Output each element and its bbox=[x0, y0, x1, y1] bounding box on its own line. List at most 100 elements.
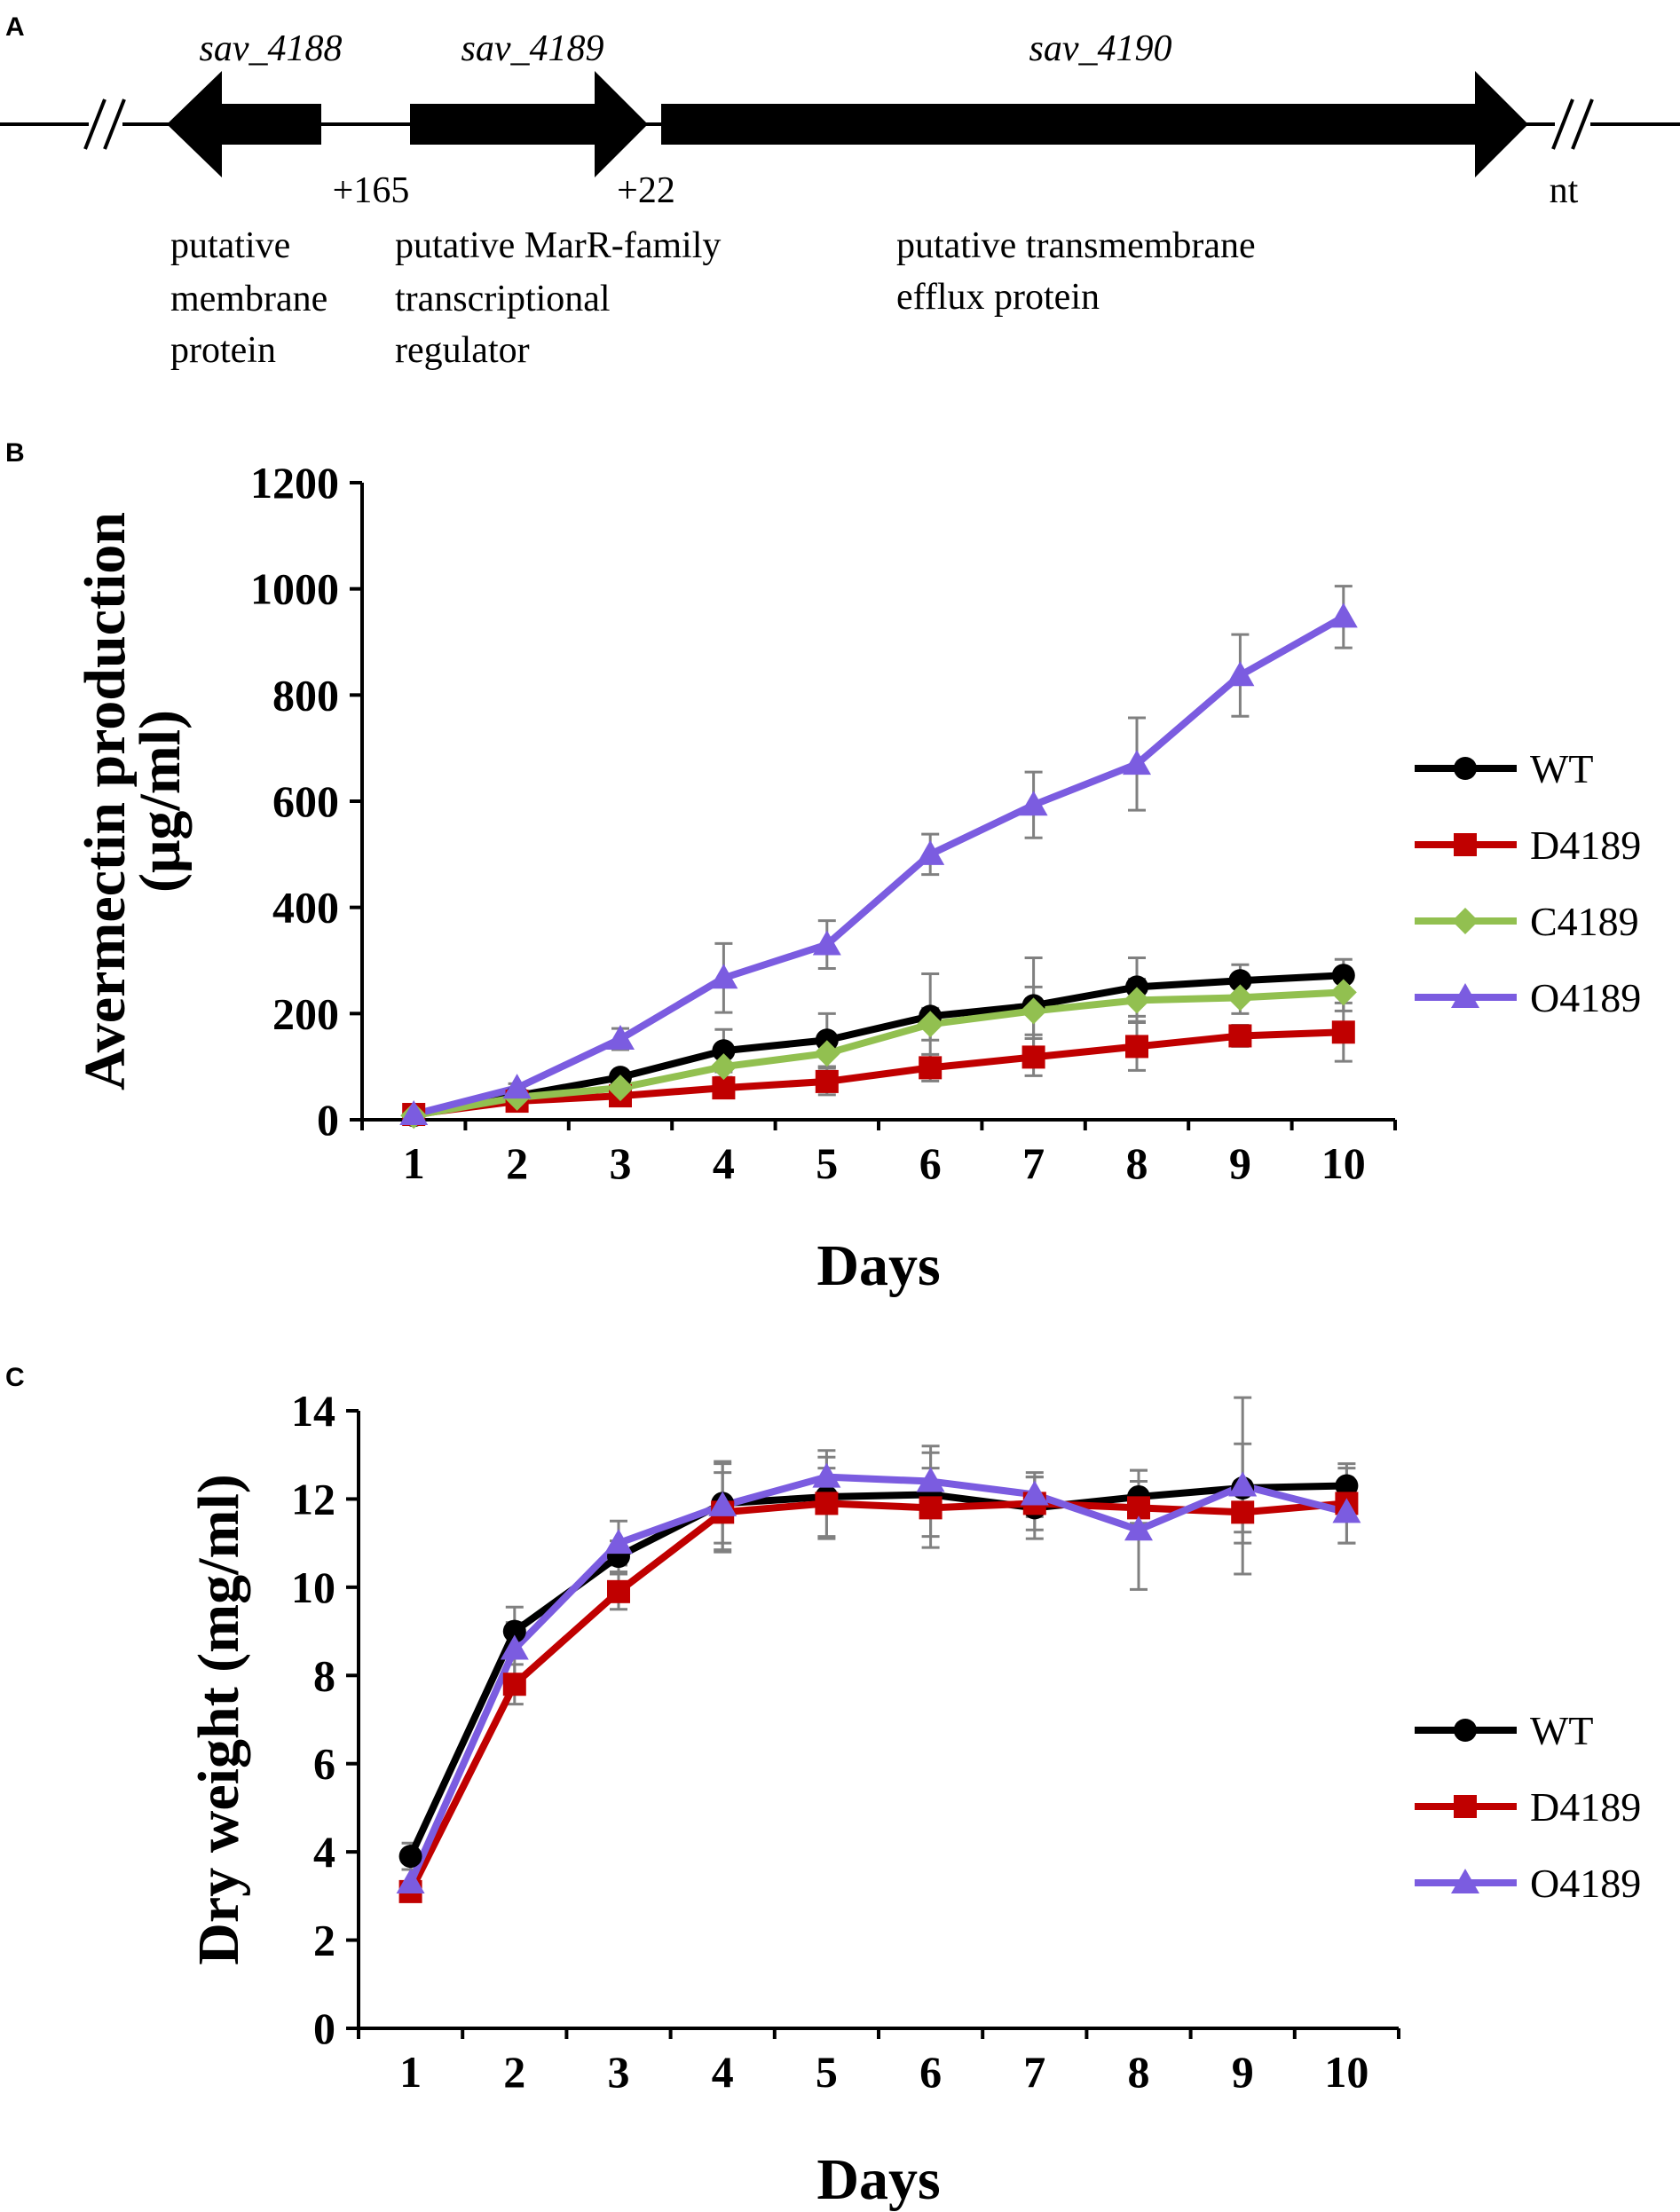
legend-marker-o4189 bbox=[1451, 983, 1479, 1008]
y-tick-label: 600 bbox=[272, 776, 339, 826]
legend-label-wt: WT bbox=[1530, 746, 1594, 791]
y-tick-label: 400 bbox=[272, 883, 339, 933]
data-point-d4189 bbox=[1231, 1500, 1255, 1524]
data-point-o4189 bbox=[604, 1529, 633, 1555]
data-point-o4189 bbox=[1332, 1498, 1361, 1523]
data-point-c4189 bbox=[917, 1011, 944, 1038]
y-axis-title: (μg/ml) bbox=[128, 710, 193, 893]
x-tick-label: 3 bbox=[608, 2047, 630, 2097]
gene-arrow-sav-4189 bbox=[410, 71, 648, 177]
series-line-d4189 bbox=[413, 1028, 1344, 1118]
x-tick-label: 10 bbox=[1324, 2047, 1368, 2097]
data-point-d4189 bbox=[1021, 1045, 1045, 1069]
x-tick-label: 2 bbox=[506, 1138, 528, 1188]
data-point-d4189 bbox=[607, 1579, 630, 1603]
y-tick-label: 1200 bbox=[250, 458, 339, 508]
data-point-o4189 bbox=[396, 1868, 425, 1893]
series-line-d4189 bbox=[407, 1500, 1347, 1893]
y-tick-label: 12 bbox=[291, 1474, 335, 1523]
series-o4189 bbox=[401, 1396, 1356, 1898]
x-tick-label: 4 bbox=[713, 1138, 735, 1188]
legend-marker-d4189 bbox=[1454, 1795, 1477, 1818]
legend-label-o4189: O4189 bbox=[1530, 1861, 1641, 1906]
break-mark-left bbox=[83, 98, 126, 151]
data-point-wt bbox=[398, 1845, 422, 1869]
data-point-c4189 bbox=[1020, 997, 1047, 1025]
gene-name-sav-4190: sav_4190 bbox=[1029, 28, 1172, 69]
x-tick-label: 5 bbox=[816, 2047, 838, 2097]
x-tick-label: 2 bbox=[503, 2047, 525, 2097]
legend-marker-wt bbox=[1454, 1719, 1477, 1742]
spacer-label-22: +22 bbox=[617, 170, 675, 211]
series-line-o4189 bbox=[413, 613, 1345, 1118]
panel-b-letter: B bbox=[5, 438, 25, 468]
x-tick-label: 7 bbox=[1022, 1138, 1045, 1188]
x-tick-label: 6 bbox=[919, 2047, 942, 2097]
x-tick-label: 9 bbox=[1229, 1138, 1251, 1188]
data-point-d4189 bbox=[502, 1673, 526, 1696]
x-tick-label: 10 bbox=[1321, 1138, 1366, 1188]
data-point-o4189 bbox=[916, 1467, 945, 1492]
data-point-wt bbox=[1335, 1474, 1359, 1498]
legend-marker-o4189 bbox=[1451, 1869, 1479, 1893]
x-tick-label: 1 bbox=[399, 2047, 422, 2097]
legend-label-o4189: O4189 bbox=[1530, 975, 1641, 1020]
x-tick-label: 4 bbox=[712, 2047, 734, 2097]
data-point-d4189 bbox=[712, 1076, 736, 1100]
data-point-o4189 bbox=[812, 1462, 841, 1488]
data-point-o4189 bbox=[1019, 791, 1048, 816]
series-line-wt bbox=[406, 1482, 1347, 1858]
data-point-c4189 bbox=[1226, 984, 1254, 1012]
data-point-o4189 bbox=[1123, 750, 1151, 775]
x-tick-label: 8 bbox=[1126, 1138, 1148, 1188]
panel-a-letter: A bbox=[5, 12, 25, 42]
series-line-o4189 bbox=[406, 1473, 1348, 1885]
legend-label-d4189: D4189 bbox=[1530, 823, 1641, 868]
y-tick-label: 6 bbox=[313, 1739, 335, 1789]
data-point-wt bbox=[712, 1039, 736, 1063]
y-tick-label: 2 bbox=[313, 1916, 335, 1965]
spacer-label-165: +165 bbox=[333, 170, 410, 211]
y-tick-label: 0 bbox=[313, 2003, 335, 2053]
data-point-o4189 bbox=[708, 1491, 737, 1516]
panel-c-letter: C bbox=[5, 1363, 25, 1392]
data-point-c4189 bbox=[1124, 987, 1150, 1014]
x-tick-label: 3 bbox=[610, 1138, 632, 1188]
x-axis-title: Days bbox=[816, 1233, 940, 1298]
y-tick-label: 14 bbox=[291, 1386, 335, 1436]
data-point-o4189 bbox=[916, 839, 945, 865]
data-point-o4189 bbox=[1228, 1471, 1258, 1497]
gene-arrow-sav-4190 bbox=[661, 71, 1528, 177]
y-tick-label: 200 bbox=[272, 988, 339, 1038]
data-point-d4189 bbox=[815, 1069, 839, 1093]
legend-label-d4189: D4189 bbox=[1530, 1784, 1641, 1830]
data-point-d4189 bbox=[815, 1492, 839, 1515]
data-point-o4189 bbox=[606, 1025, 635, 1051]
x-tick-label: 7 bbox=[1023, 2047, 1045, 2097]
x-axis-title: Days bbox=[816, 2147, 940, 2212]
data-point-o4189 bbox=[1226, 661, 1255, 687]
data-point-d4189 bbox=[919, 1496, 943, 1520]
x-tick-label: 6 bbox=[919, 1138, 942, 1188]
y-axis-title: Dry weight (mg/ml) bbox=[186, 1474, 251, 1965]
data-point-wt bbox=[502, 1619, 526, 1643]
data-point-c4189 bbox=[813, 1040, 840, 1067]
data-point-o4189 bbox=[1329, 602, 1358, 628]
data-point-c4189 bbox=[1329, 979, 1357, 1006]
legend-marker-d4189 bbox=[1454, 833, 1477, 856]
data-point-d4189 bbox=[919, 1056, 943, 1080]
chart-b-avermectin: 0 200 400 600 800 1000 1200 1 2 3 4 5 6 7 8 9 10 Days Aver… bbox=[73, 458, 1641, 1298]
data-point-wt bbox=[1228, 969, 1252, 993]
data-point-o4189 bbox=[399, 1100, 429, 1126]
unit-label-nt: nt bbox=[1550, 170, 1579, 211]
data-point-o4189 bbox=[709, 964, 738, 989]
data-point-d4189 bbox=[1125, 1035, 1148, 1059]
break-mark-right bbox=[1551, 98, 1594, 151]
gene-arrow-sav-4188 bbox=[167, 71, 321, 177]
gene-description-sav-4190: putative transmembrane efflux protein bbox=[896, 225, 1265, 318]
legend-label-c4189: C4189 bbox=[1530, 899, 1639, 944]
data-point-d4189 bbox=[1127, 1496, 1150, 1520]
y-tick-label: 0 bbox=[317, 1095, 339, 1145]
